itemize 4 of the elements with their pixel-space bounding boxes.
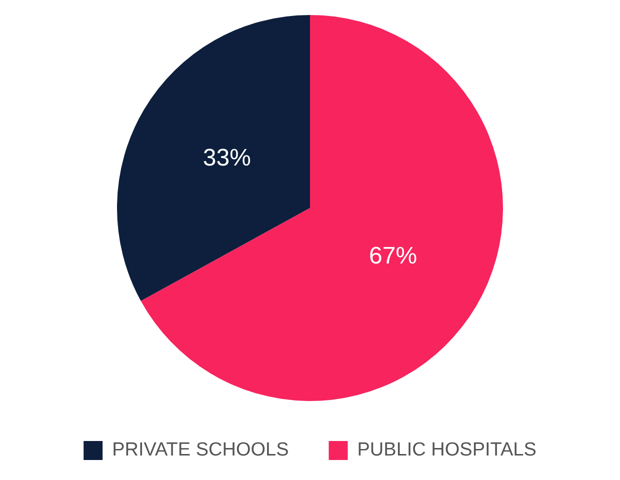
data-label: 67%: [369, 242, 418, 270]
legend-label: PRIVATE SCHOOLS: [112, 440, 289, 461]
legend-label: PUBLIC HOSPITALS: [357, 440, 536, 461]
data-label: 33%: [202, 144, 251, 172]
